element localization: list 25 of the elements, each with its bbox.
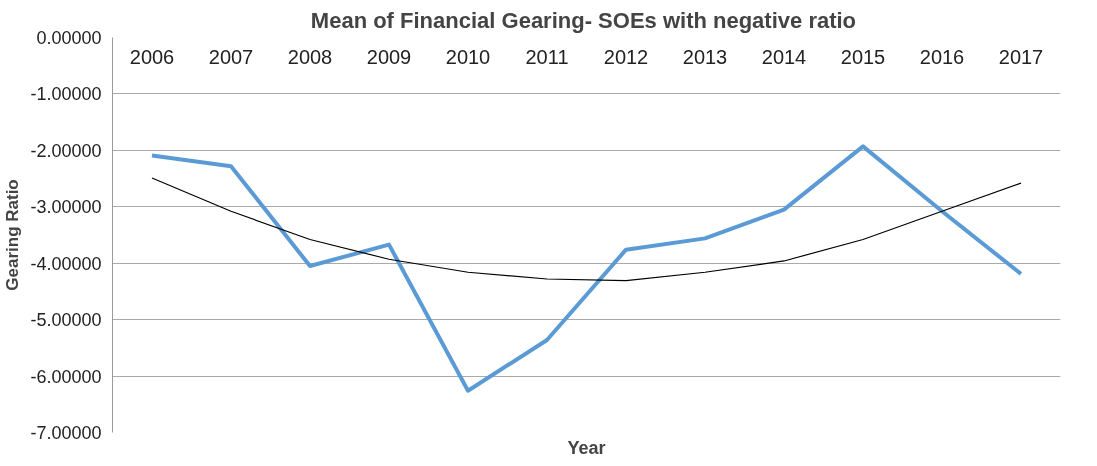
x-tick-label: 2008 [287,46,333,69]
y-axis-title: Gearing Ratio [3,179,23,291]
x-tick-label: 2010 [445,46,491,69]
y-tick-label: -2.00000 [30,140,102,161]
x-tick-label: 2014 [761,46,807,69]
y-tick-label: -6.00000 [30,366,102,387]
line-series [151,177,1022,282]
x-tick-label: 2013 [682,46,728,69]
x-tick-label: 2006 [129,46,175,69]
y-tick-label: -1.00000 [30,84,102,105]
y-tick-label: -4.00000 [30,253,102,274]
x-tick-label: 2009 [366,46,412,69]
x-axis-title: Year [567,437,606,458]
x-tick-label: 2016 [919,46,965,69]
y-tick-label: 0.00000 [36,28,102,48]
line-series [150,144,1023,393]
y-tick-label: -5.00000 [30,310,102,331]
y-tick-label: -3.00000 [30,197,102,218]
x-tick-label: 2015 [840,46,886,69]
y-tick-label: -7.00000 [30,423,102,443]
x-tick-label: 2011 [525,46,569,69]
chart-title: Mean of Financial Gearing- SOEs with negative ratio [310,7,857,33]
x-tick-label: 2007 [208,46,254,69]
x-tick-label: 2012 [603,46,649,69]
x-tick-label: 2017 [998,46,1044,69]
